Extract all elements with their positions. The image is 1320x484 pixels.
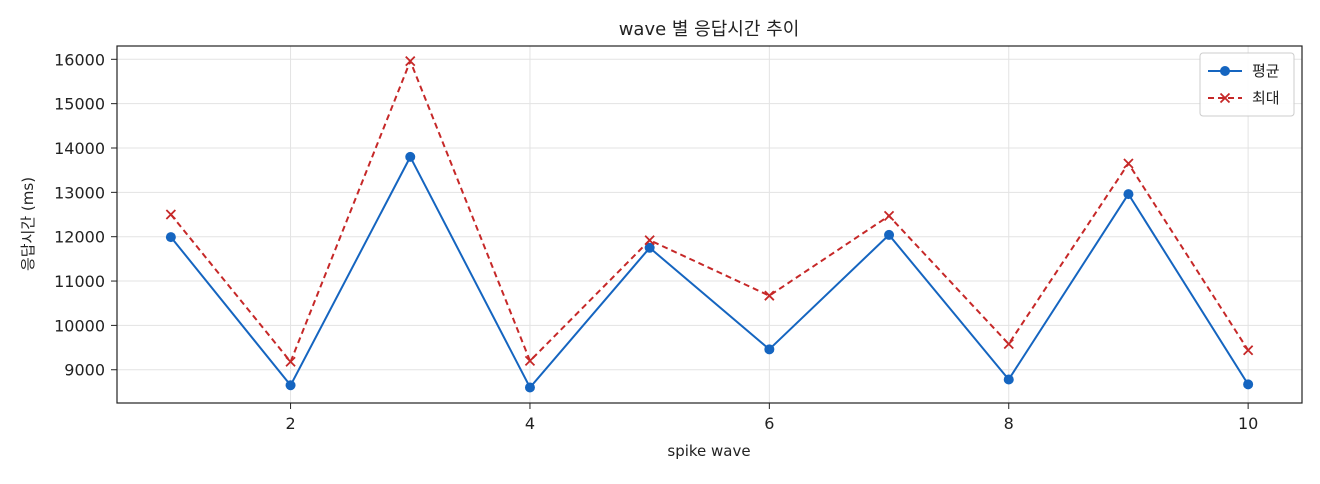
data-point: [524, 382, 535, 393]
series-1: [165, 151, 1254, 393]
legend-marker: [1220, 66, 1230, 76]
data-point: [285, 380, 296, 391]
series-line: [170, 155, 1249, 389]
data-point: [165, 232, 176, 243]
data-series: [165, 55, 1254, 393]
data-point: [1123, 189, 1134, 200]
x-tick-label: 10: [1238, 414, 1258, 433]
y-axis-label: 응답시간 (ms): [19, 177, 37, 271]
y-tick-label: 15000: [54, 95, 105, 114]
y-tick-label: 9000: [64, 361, 105, 380]
series-2: [165, 55, 1254, 367]
data-point: [524, 355, 536, 367]
data-point: [1243, 379, 1254, 390]
legend-item: 최대: [1208, 89, 1280, 107]
data-point: [1003, 338, 1014, 350]
grid-lines: [117, 46, 1302, 403]
y-tick-label: 16000: [54, 50, 105, 69]
y-tick-label: 14000: [54, 139, 105, 158]
data-point: [884, 229, 895, 240]
data-point: [405, 151, 416, 162]
data-point: [1003, 374, 1014, 385]
data-point: [644, 235, 655, 246]
data-point: [764, 290, 775, 301]
data-point: [405, 55, 416, 67]
y-tick-label: 10000: [54, 316, 105, 335]
y-tick-label: 11000: [54, 272, 105, 291]
data-point: [1123, 158, 1134, 169]
legend-label: 최대: [1252, 89, 1280, 107]
legend-item: 평균: [1208, 62, 1280, 80]
data-point: [883, 210, 895, 221]
legend-label: 평균: [1252, 62, 1280, 80]
data-point: [1243, 345, 1254, 356]
chart-title: wave 별 응답시간 추이: [619, 19, 800, 40]
data-point: [285, 356, 296, 367]
x-tick-label: 6: [764, 414, 774, 433]
x-tick-label: 4: [525, 414, 535, 433]
legend-box: [1199, 52, 1295, 117]
y-tick-label: 12000: [54, 228, 105, 247]
data-point: [644, 242, 655, 253]
legend-marker: [1219, 92, 1231, 104]
data-point: [165, 209, 177, 220]
x-tick-label: 2: [285, 414, 295, 433]
x-axis-label: spike wave: [667, 442, 750, 460]
y-tick-label: 13000: [54, 183, 105, 202]
plot-frame: [116, 45, 1303, 404]
axis-ticks: 2 4 6 8 10 9000 10000 11000 12000 13000 14000 15000…: [54, 50, 1258, 433]
x-tick-label: 8: [1004, 414, 1014, 433]
series-line: [170, 60, 1249, 363]
data-point: [764, 344, 775, 355]
